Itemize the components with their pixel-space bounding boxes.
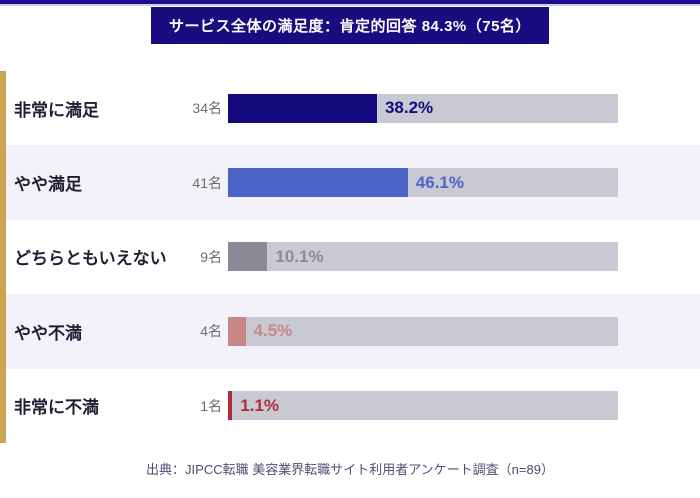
chart-row: 非常に不満 1名 1.1% bbox=[0, 368, 700, 443]
bar-fill bbox=[228, 391, 233, 421]
count-label: 34名 bbox=[192, 100, 222, 117]
bar-track: 38.2% bbox=[228, 93, 618, 123]
percent-label: 10.1% bbox=[275, 246, 324, 266]
percent-label: 38.2% bbox=[384, 98, 434, 118]
bar-track: 10.1% bbox=[228, 242, 618, 272]
bar-track: 46.1% bbox=[228, 168, 618, 198]
chart-title-banner: サービス全体の満足度：肯定的回答 84.3%（75名） bbox=[151, 7, 549, 44]
category-label: やや不満 bbox=[14, 323, 82, 343]
category-label: 非常に満足 bbox=[14, 100, 99, 120]
bar-fill bbox=[228, 242, 268, 272]
bar-track: 1.1% bbox=[228, 391, 618, 421]
chart-row: 非常に満足 34名 38.2% bbox=[0, 71, 700, 146]
bar-chart: 非常に満足 34名 38.2% やや満足 41名 46.1% どちらともいえない… bbox=[0, 71, 700, 443]
title-banner-wrap: サービス全体の満足度：肯定的回答 84.3%（75名） bbox=[0, 7, 700, 44]
top-border-accent bbox=[0, 0, 700, 4]
chart-row: やや満足 41名 46.1% bbox=[0, 145, 700, 220]
category-label: どちらともいえない bbox=[14, 249, 167, 269]
bar-fill bbox=[228, 93, 377, 123]
count-label: 9名 bbox=[200, 248, 222, 265]
percent-label: 1.1% bbox=[240, 395, 280, 415]
category-label: 非常に不満 bbox=[14, 398, 99, 418]
chart-page: サービス全体の満足度：肯定的回答 84.3%（75名） 非常に満足 34名 38… bbox=[0, 0, 700, 477]
source-note: 出典：JIPCC転職 美容業界転職サイト利用者アンケート調査（n=89） bbox=[146, 461, 554, 477]
count-label: 41名 bbox=[192, 174, 222, 191]
count-label: 4名 bbox=[200, 323, 222, 340]
count-label: 1名 bbox=[200, 397, 222, 414]
bar-track: 4.5% bbox=[228, 316, 618, 346]
percent-label: 46.1% bbox=[415, 172, 464, 192]
category-label: やや満足 bbox=[14, 175, 82, 195]
left-accent-bar bbox=[0, 71, 6, 443]
top-border-underline bbox=[0, 4, 700, 6]
bar-fill bbox=[228, 168, 408, 198]
percent-label: 4.5% bbox=[253, 321, 293, 341]
bar-fill bbox=[228, 316, 246, 346]
chart-row: やや不満 4名 4.5% bbox=[0, 294, 700, 369]
chart-row: どちらともいえない 9名 10.1% bbox=[0, 219, 700, 295]
